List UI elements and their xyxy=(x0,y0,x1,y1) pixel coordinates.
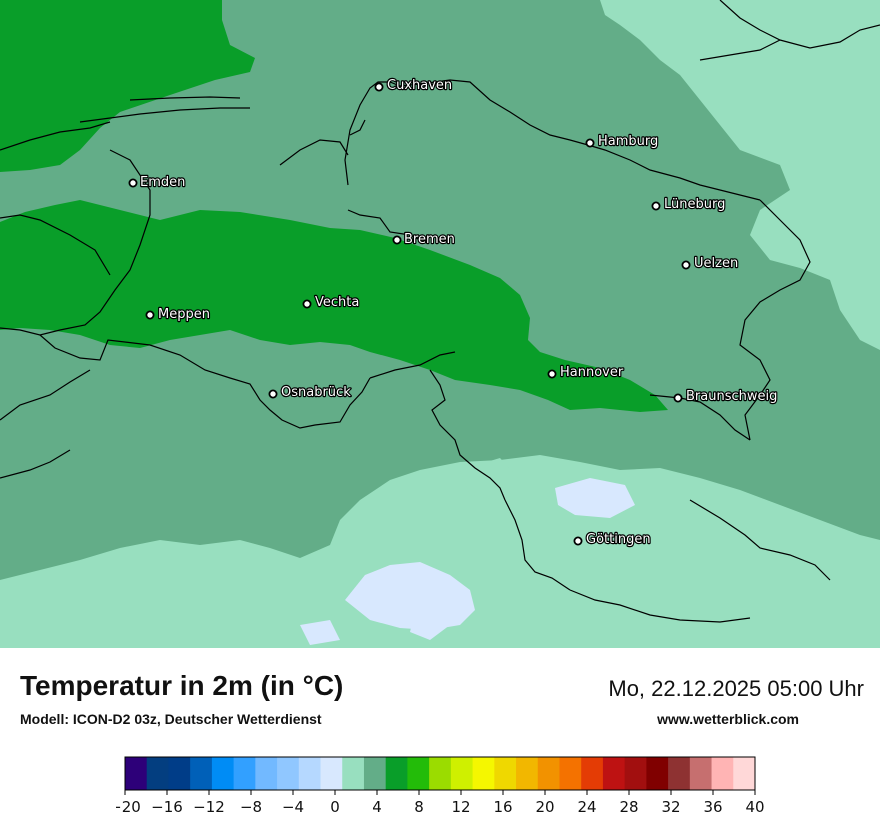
colorbar-swatch xyxy=(494,757,517,790)
colorbar-swatch xyxy=(668,757,691,790)
colorbar-frame xyxy=(124,756,756,791)
colorbar-tick-label: 24 xyxy=(577,798,596,816)
colorbar-swatch xyxy=(581,757,604,790)
colorbar-swatch xyxy=(450,757,474,790)
website-link[interactable]: www.wetterblick.com xyxy=(657,711,799,727)
colorbar-swatch xyxy=(559,757,582,790)
colorbar-swatch xyxy=(429,757,452,790)
colorbar-swatch xyxy=(733,757,756,790)
colorbar-swatch xyxy=(298,757,322,790)
city-label: Emden xyxy=(140,175,185,190)
map-footer: Temperatur in 2m (in °C) Modell: ICON-D2… xyxy=(0,648,880,830)
city-dot xyxy=(585,138,595,148)
city-meppen[interactable]: Meppen xyxy=(145,306,211,323)
temp-zone-cold-patch xyxy=(300,620,340,645)
temperature-colorbar: −20 −16 −12 −8 −4 0 4 8 12 16 20 24 28 32 36 40 xyxy=(116,756,765,816)
forecast-datetime: Mo, 22.12.2025 05:00 Uhr xyxy=(608,676,864,701)
city-label: Osnabrück xyxy=(281,385,351,400)
temp-zone-warm-sea xyxy=(0,0,255,172)
city-hamburg[interactable]: Hamburg xyxy=(585,133,659,150)
colorbar-tick-label: 16 xyxy=(493,798,512,816)
temp-zone-warm-central xyxy=(0,200,668,412)
colorbar-tick-label: 0 xyxy=(330,798,340,816)
colorbar-swatch xyxy=(190,757,213,790)
colorbar-tick-label: 8 xyxy=(414,798,424,816)
city-label: Meppen xyxy=(158,307,210,322)
city-label: Lüneburg xyxy=(664,197,725,212)
city-dot xyxy=(268,389,278,399)
colorbar-tick-label: 4 xyxy=(372,798,382,816)
colorbar-swatches xyxy=(125,757,756,790)
colorbar-swatch xyxy=(277,757,300,790)
colorbar-tick-label: −4 xyxy=(282,798,304,816)
city-label: Hamburg xyxy=(598,134,658,149)
city-label: Göttingen xyxy=(586,532,651,547)
city-dot xyxy=(651,201,661,211)
city-cuxhaven[interactable]: Cuxhaven xyxy=(374,77,453,94)
colorbar-swatch xyxy=(646,757,669,790)
colorbar-swatch xyxy=(233,757,256,790)
colorbar-swatch xyxy=(602,757,626,790)
colorbar-swatch xyxy=(624,757,647,790)
colorbar-tick-label: 28 xyxy=(619,798,638,816)
city-label: Uelzen xyxy=(694,256,738,271)
colorbar-swatch xyxy=(472,757,495,790)
city-hannover[interactable]: Hannover xyxy=(547,364,625,381)
colorbar-swatch xyxy=(516,757,539,790)
city-dot xyxy=(374,82,384,92)
city-vechta[interactable]: Vechta xyxy=(302,294,361,311)
colorbar-swatch xyxy=(255,757,278,790)
city-label: Bremen xyxy=(404,232,455,247)
colorbar-tick-label: 40 xyxy=(745,798,764,816)
city-lueneburg[interactable]: Lüneburg xyxy=(651,196,727,213)
city-dot xyxy=(145,310,155,320)
city-markers: Cuxhaven Hamburg Emden Lüneburg Bremen U… xyxy=(128,77,779,548)
city-label: Cuxhaven xyxy=(387,78,452,93)
colorbar-tick-label: 36 xyxy=(703,798,722,816)
colorbar-ticks: −20 −16 −12 −8 −4 0 4 8 12 16 20 24 28 32 36 40 xyxy=(116,790,765,816)
colorbar-swatch xyxy=(342,757,365,790)
city-dot xyxy=(392,235,402,245)
colorbar-tick-label: 12 xyxy=(451,798,470,816)
model-info: Modell: ICON-D2 03z, Deutscher Wetterdie… xyxy=(20,711,322,727)
city-emden[interactable]: Emden xyxy=(128,174,187,191)
city-dot xyxy=(573,536,583,546)
city-braunschweig[interactable]: Braunschweig xyxy=(673,388,779,405)
colorbar-swatch xyxy=(168,757,191,790)
city-uelzen[interactable]: Uelzen xyxy=(681,255,739,272)
temperature-map: Cuxhaven Hamburg Emden Lüneburg Bremen U… xyxy=(0,0,880,648)
city-dot xyxy=(547,369,557,379)
colorbar-swatch xyxy=(407,757,430,790)
colorbar-swatch xyxy=(320,757,343,790)
map-title: Temperatur in 2m (in °C) xyxy=(20,670,344,701)
city-dot xyxy=(673,393,683,403)
city-label: Hannover xyxy=(560,365,624,380)
colorbar-tick-label: −12 xyxy=(193,798,225,816)
city-dot xyxy=(302,299,312,309)
colorbar-swatch xyxy=(537,757,560,790)
borders-and-coastlines xyxy=(0,0,880,623)
temp-zone-cool-south xyxy=(0,455,880,648)
colorbar-tick-label: 32 xyxy=(661,798,680,816)
colorbar-swatch xyxy=(363,757,387,790)
city-label: Vechta xyxy=(315,295,359,310)
city-osnabrueck[interactable]: Osnabrück xyxy=(268,384,352,401)
colorbar-tick-label: 20 xyxy=(535,798,554,816)
colorbar-swatch xyxy=(211,757,235,790)
city-goettingen[interactable]: Göttingen xyxy=(573,531,652,548)
city-dot xyxy=(128,178,138,188)
city-dot xyxy=(681,260,691,270)
colorbar-swatch xyxy=(125,757,148,790)
temp-zone-cold-patch xyxy=(555,478,635,518)
colorbar-swatch xyxy=(689,757,713,790)
colorbar-tick-label: −16 xyxy=(151,798,183,816)
colorbar-swatch xyxy=(146,757,169,790)
colorbar-tick-label: −20 xyxy=(116,798,141,816)
temp-zone-cold-patch xyxy=(410,605,450,640)
colorbar-tick-label: −8 xyxy=(240,798,262,816)
colorbar-swatch xyxy=(711,757,734,790)
city-label: Braunschweig xyxy=(686,389,777,404)
colorbar-swatch xyxy=(385,757,408,790)
city-bremen[interactable]: Bremen xyxy=(392,231,456,248)
